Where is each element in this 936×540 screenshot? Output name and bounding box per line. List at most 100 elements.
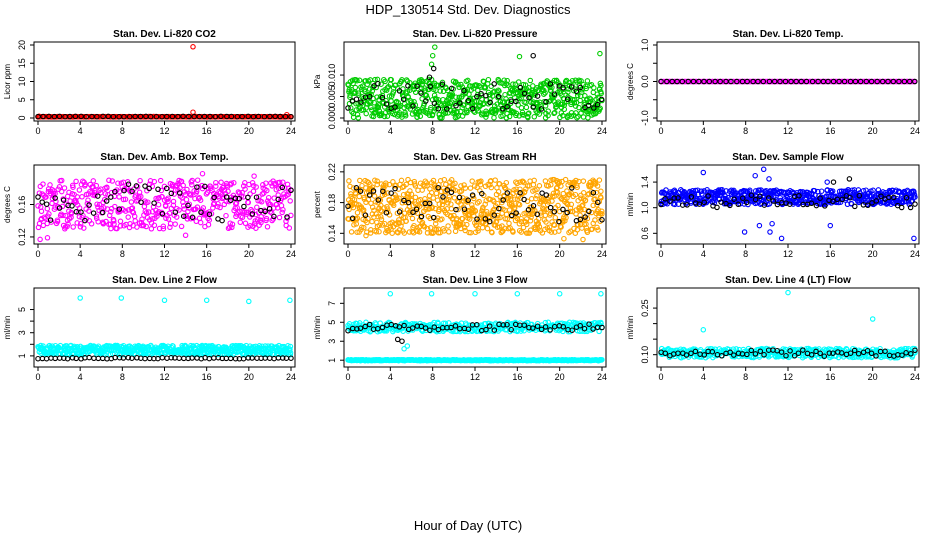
- data-point: [280, 179, 286, 185]
- data-point: [95, 355, 102, 362]
- data-point: [405, 83, 411, 89]
- x-tick-label: 4: [388, 372, 393, 382]
- data-point: [117, 218, 124, 225]
- data-point: [172, 221, 178, 227]
- outlier-point: [428, 291, 435, 297]
- data-point: [505, 82, 511, 88]
- outlier-point: [399, 338, 405, 344]
- data-point: [94, 113, 100, 120]
- outlier-point: [190, 109, 196, 115]
- data-point: [125, 214, 131, 220]
- data-point: [39, 199, 45, 205]
- outlier-point: [756, 222, 763, 229]
- y-tick-label: 1.0: [640, 201, 650, 214]
- outlier-point: [767, 229, 773, 235]
- outlier-point: [580, 236, 586, 243]
- data-point: [449, 91, 456, 97]
- data-point: [132, 113, 138, 120]
- data-point: [484, 225, 491, 232]
- data-point: [538, 81, 544, 88]
- outlier-point: [516, 53, 523, 60]
- data-point: [541, 91, 547, 97]
- data-point: [137, 113, 144, 120]
- data-point: [455, 81, 461, 88]
- data-point: [525, 111, 531, 117]
- x-tick-label: 8: [120, 126, 125, 136]
- panel-title: Stan. Dev. Sample Flow: [732, 152, 844, 163]
- data-point: [518, 105, 525, 111]
- data-point: [250, 188, 257, 195]
- x-tick-label: 20: [244, 249, 254, 259]
- data-point: [180, 113, 186, 120]
- data-point: [422, 87, 429, 94]
- x-tick-label: 12: [159, 126, 169, 136]
- outlier-point: [246, 298, 252, 305]
- data-point: [245, 194, 251, 201]
- data-point: [531, 114, 538, 120]
- x-tick-label: 0: [658, 249, 663, 259]
- data-point: [557, 82, 563, 88]
- outlier-point: [190, 44, 196, 50]
- data-point: [500, 106, 506, 112]
- data-point: [421, 100, 427, 107]
- x-tick-label: 0: [658, 126, 663, 136]
- outlier-point: [203, 297, 210, 304]
- panel-title: Stan. Dev. Line 2 Flow: [112, 275, 217, 286]
- data-point: [352, 84, 359, 91]
- data-point: [90, 178, 97, 184]
- outlier-point: [911, 235, 917, 242]
- data-point: [194, 177, 201, 183]
- data-point: [164, 113, 170, 120]
- y-axis-label: ml/min: [3, 316, 12, 340]
- outlier-point: [472, 291, 478, 297]
- outlier-point: [394, 336, 401, 343]
- x-tick-label: 0: [35, 126, 40, 136]
- data-point: [484, 111, 490, 118]
- data-point: [211, 355, 217, 361]
- data-point: [513, 98, 519, 105]
- data-point: [545, 108, 551, 114]
- data-point: [575, 113, 581, 120]
- data-point: [116, 194, 122, 200]
- data-point: [493, 107, 500, 113]
- data-point: [108, 225, 114, 232]
- data-point: [491, 81, 497, 87]
- data-point: [363, 110, 369, 117]
- data-point: [250, 113, 257, 120]
- panel-title: Stan. Dev. Amb. Box Temp.: [100, 152, 228, 163]
- data-point: [591, 85, 597, 91]
- data-point: [448, 206, 455, 212]
- x-tick-label: 24: [286, 249, 296, 259]
- data-point: [536, 183, 543, 189]
- data-point: [128, 199, 135, 205]
- data-point: [61, 185, 68, 191]
- data-point: [597, 105, 603, 112]
- data-point: [142, 183, 148, 189]
- data-point: [76, 187, 83, 193]
- data-point: [47, 182, 53, 188]
- data-point: [459, 104, 465, 111]
- data-point: [282, 113, 289, 120]
- data-point: [207, 113, 213, 120]
- data-point: [579, 89, 585, 95]
- outlier-point: [766, 176, 772, 182]
- outlier-point: [44, 235, 51, 241]
- y-axis-label: degrees C: [626, 63, 635, 100]
- data-point: [552, 214, 559, 221]
- data-point: [261, 113, 268, 120]
- data-points: [345, 176, 605, 243]
- x-tick-label: 8: [120, 249, 125, 259]
- data-point: [414, 114, 420, 120]
- outlier-point: [430, 65, 437, 72]
- data-point: [126, 113, 133, 120]
- data-point: [515, 79, 522, 85]
- x-tick-label: 16: [202, 249, 212, 259]
- data-point: [132, 218, 138, 224]
- data-point: [417, 113, 424, 119]
- data-point: [431, 92, 438, 99]
- data-point: [354, 77, 360, 84]
- data-point: [362, 88, 368, 95]
- data-point: [469, 178, 475, 184]
- outlier-point: [182, 232, 189, 239]
